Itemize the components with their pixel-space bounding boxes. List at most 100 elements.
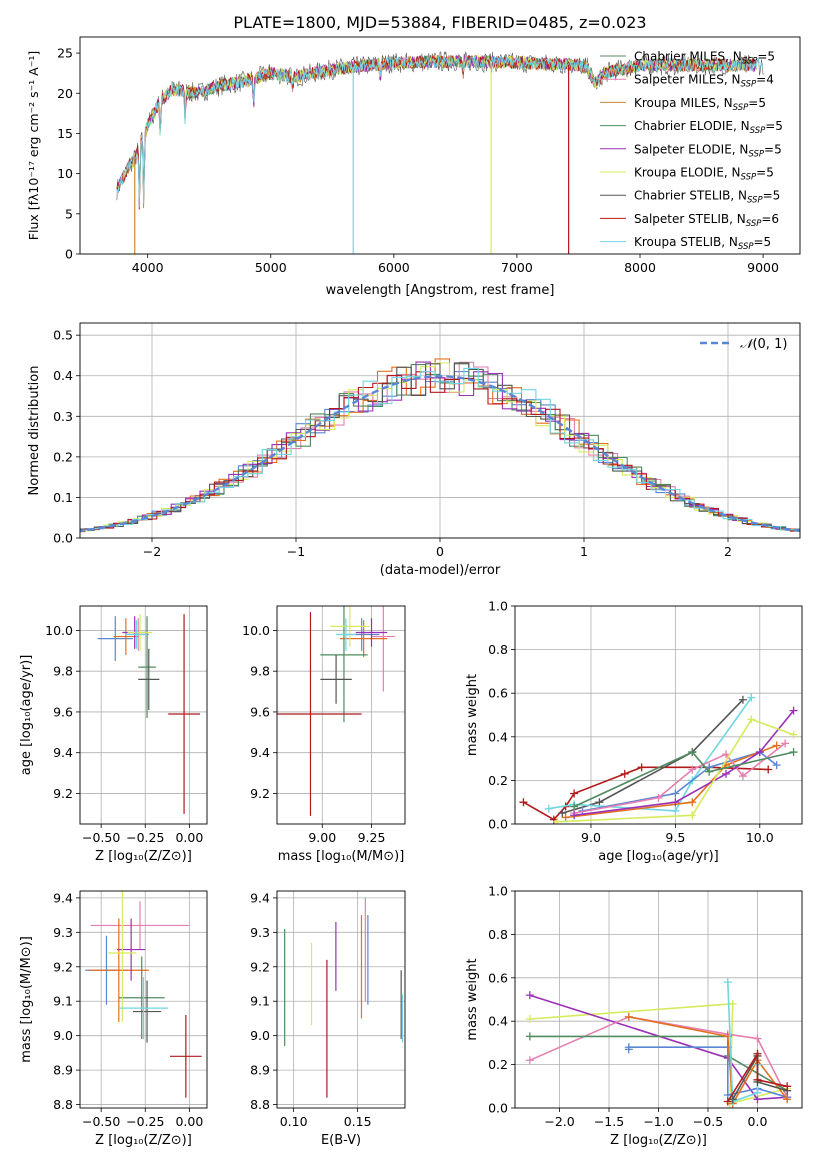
weight-marker <box>772 741 781 750</box>
weight-marker <box>747 693 756 702</box>
y-tick-label: 9.3 <box>53 925 73 940</box>
x-tick-label: 1 <box>580 544 588 559</box>
x-tick-label: −0.25 <box>126 1114 164 1129</box>
y-tick-label: 0.4 <box>488 1014 508 1029</box>
weight-marker <box>789 730 798 739</box>
legend-label: Kroupa MILES, NSSP=5 <box>634 96 766 113</box>
y-tick-label: 0.2 <box>53 449 73 464</box>
weight-marker <box>738 772 747 781</box>
x-tick-label: 9.5 <box>665 830 685 845</box>
spectrum-line <box>116 51 764 207</box>
x-tick-label: 9.25 <box>358 830 386 845</box>
axes-frame <box>514 890 803 1109</box>
weight-marker <box>705 767 714 776</box>
x-tick-label: −1 <box>287 544 305 559</box>
x-tick-label: 2 <box>724 544 732 559</box>
weight-marker <box>624 1012 633 1021</box>
x-axis-label: mass [log₁₀(M/M⊙)] <box>278 849 405 864</box>
y-tick-label: 8.9 <box>53 1063 73 1078</box>
weight-line <box>573 742 786 814</box>
y-axis-label: mass weight <box>465 958 480 1040</box>
y-tick-label: 0.0 <box>488 1101 508 1116</box>
y-tick-label: 9.4 <box>53 745 73 760</box>
panel-weight_vs_age: 9.0 9.5 10.0 0.0 0.2 0.4 0.6 0.8 1.0 age [log₁₀(a… <box>465 599 803 864</box>
y-tick-label: 9.4 <box>250 745 270 760</box>
y-tick-label: 1.0 <box>488 599 508 614</box>
x-tick-label: 10.0 <box>746 830 774 845</box>
y-tick-label: 0.0 <box>53 531 73 546</box>
x-tick-label: 8000 <box>624 260 656 275</box>
weight-marker <box>723 978 732 987</box>
y-tick-label: 0.4 <box>53 368 73 383</box>
x-tick-label: 0 <box>436 544 444 559</box>
axes-frame <box>79 605 208 825</box>
y-tick-label: 9.1 <box>53 994 73 1009</box>
axes-frame <box>79 890 208 1109</box>
x-axis-label: wavelength [Angstrom, rest frame] <box>326 283 555 298</box>
y-axis-label: age [log₁₀(age/yr)] <box>19 655 34 776</box>
legend-label: Chabrier STELIB, NSSP=5 <box>634 189 780 206</box>
y-tick-label: 0.1 <box>53 490 73 505</box>
y-tick-label: 9.2 <box>53 786 73 801</box>
weight-marker <box>789 706 798 715</box>
x-tick-label: 0.0 <box>748 1114 768 1129</box>
y-tick-label: 9.6 <box>250 704 270 719</box>
weight-marker <box>561 813 570 822</box>
weight-marker <box>722 769 731 778</box>
legend-label: Kroupa ELODIE, NSSP=5 <box>634 166 774 183</box>
weight-marker <box>753 1088 762 1097</box>
plot-area <box>116 51 764 254</box>
x-tick-label: 9.00 <box>308 830 336 845</box>
y-tick-label: 9.2 <box>250 959 270 974</box>
spectrum-line <box>116 55 764 208</box>
plot-area <box>80 323 800 538</box>
legend-label: Chabrier MILES, NSSP=5 <box>634 50 775 67</box>
y-tick-label: 10.0 <box>242 623 270 638</box>
y-tick-label: 9.4 <box>250 890 270 905</box>
weight-line <box>727 1051 788 1102</box>
legend-label: Salpeter ELODIE, NSSP=5 <box>634 142 782 159</box>
weight-marker <box>764 765 773 774</box>
weight-line <box>573 751 794 808</box>
weight-marker <box>688 798 697 807</box>
y-tick-label: 0.6 <box>488 970 508 985</box>
weight-marker <box>570 802 579 811</box>
y-tick-label: 1.0 <box>488 884 508 899</box>
weight-marker <box>688 748 697 757</box>
y-tick-label: 8.9 <box>250 1063 270 1078</box>
y-axis-label: mass [log₁₀(M/M⊙)] <box>19 936 34 1063</box>
plot-area <box>277 606 405 824</box>
y-tick-label: 0.2 <box>488 1057 508 1072</box>
plot-area <box>80 606 207 824</box>
figure-title: PLATE=1800, MJD=53884, FIBERID=0485, z=0… <box>233 13 646 32</box>
axes-frame <box>276 605 406 825</box>
panel-spectrum: 4000 5000 6000 7000 8000 9000 0 5 10 15 20 25 Flux [… <box>26 36 801 298</box>
panel-age_vs_mass: 9.00 9.25 9.2 9.4 9.6 9.8 10.0 mass [log₁₀(M/M⊙… <box>242 605 406 864</box>
legend-label: Kroupa STELIB, NSSP=5 <box>634 235 771 252</box>
legend-label: Chabrier ELODIE, NSSP=5 <box>634 119 783 136</box>
panel-age_vs_Z: −0.50 −0.25 0.00 9.2 9.4 9.6 9.8 10.0 Z [log₁₀(Z… <box>19 605 208 864</box>
weight-marker <box>755 748 764 757</box>
x-axis-label: Z [log₁₀(Z/Z⊙)] <box>610 1133 707 1148</box>
weight-marker <box>671 789 680 798</box>
y-axis-label: mass weight <box>465 674 480 756</box>
weight-marker <box>671 806 680 815</box>
weight-marker <box>525 991 534 1000</box>
x-tick-label: −1.0 <box>643 1114 673 1129</box>
weight-marker <box>753 1049 762 1058</box>
axes-frame <box>79 322 801 539</box>
y-tick-label: 9.8 <box>53 664 73 679</box>
y-tick-label: 8.8 <box>53 1097 73 1112</box>
axes-frame <box>514 605 803 825</box>
x-tick-label: 7000 <box>501 260 533 275</box>
weight-marker <box>654 793 663 802</box>
axes-frame <box>79 36 801 255</box>
plot-area <box>277 891 405 1108</box>
y-tick-label: 9.0 <box>250 1028 270 1043</box>
y-axis-label: Normed distribution <box>27 366 42 496</box>
weight-marker <box>747 715 756 724</box>
weight-marker <box>789 748 798 757</box>
legend-label: Salpeter MILES, NSSP=4 <box>634 73 774 90</box>
y-tick-label: 0.6 <box>488 686 508 701</box>
